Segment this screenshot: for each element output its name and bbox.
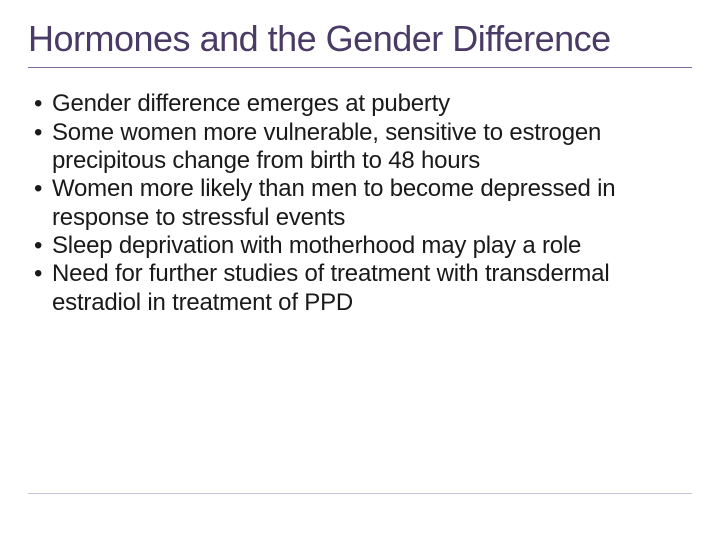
slide-title: Hormones and the Gender Difference <box>28 18 692 65</box>
list-item: Women more likely than men to become dep… <box>34 175 692 232</box>
title-underline <box>28 67 692 68</box>
list-item: Gender difference emerges at puberty <box>34 90 692 118</box>
list-item: Need for further studies of treatment wi… <box>34 260 692 317</box>
list-item: Some women more vulnerable, sensitive to… <box>34 119 692 176</box>
list-item: Sleep deprivation with motherhood may pl… <box>34 232 692 260</box>
footer-underline <box>28 493 692 494</box>
bullet-list: Gender difference emerges at puberty Som… <box>28 90 692 317</box>
slide: Hormones and the Gender Difference Gende… <box>0 0 720 540</box>
